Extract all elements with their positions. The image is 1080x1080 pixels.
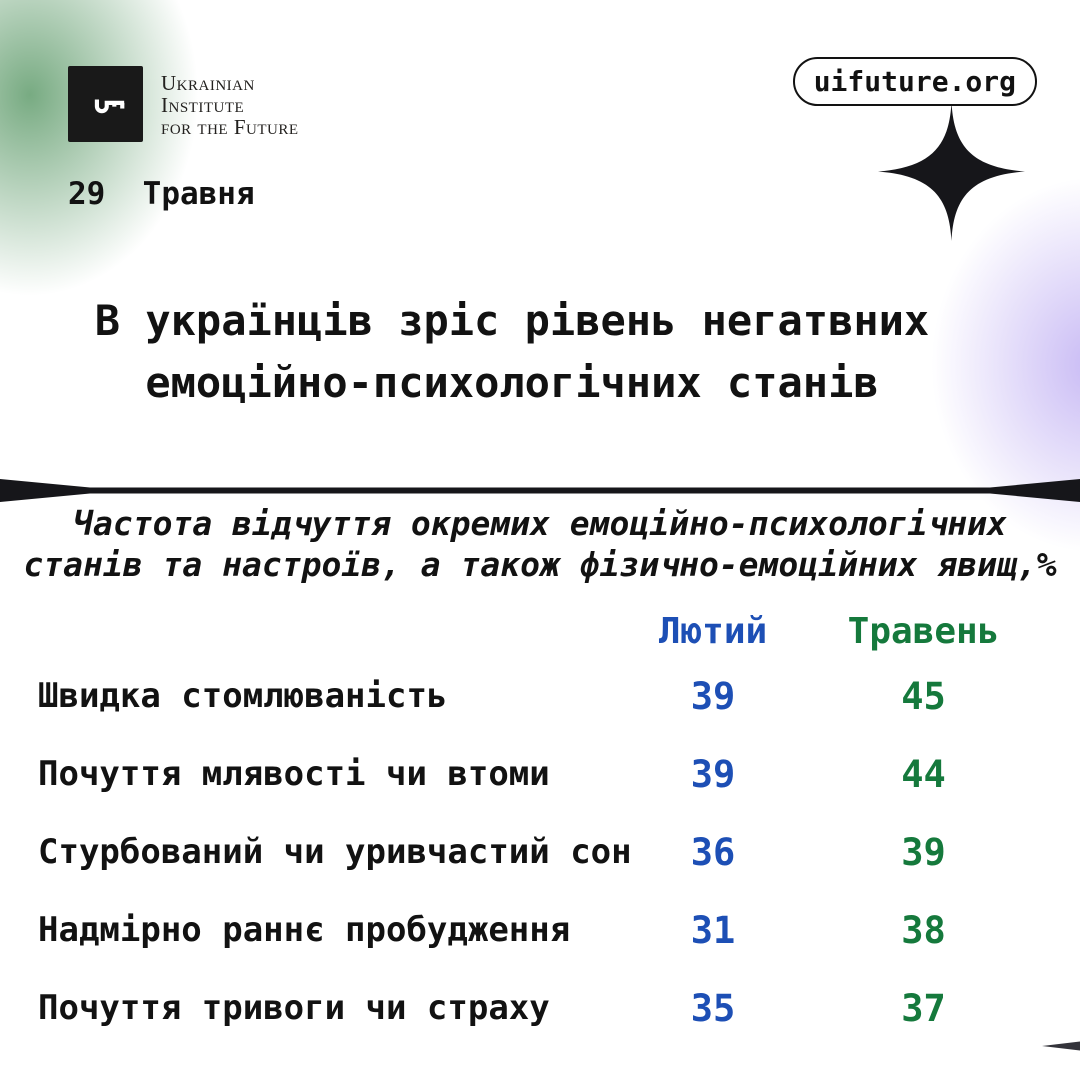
subtitle-line-2: станів та настроїв, а також фізично-емоц… bbox=[23, 545, 1057, 584]
column-header-february: Лютий bbox=[658, 610, 768, 652]
february-value: 31 bbox=[690, 908, 736, 952]
website-badge-label: uifuture.org bbox=[813, 65, 1016, 98]
row-label: Швидка стомлюваність bbox=[38, 676, 448, 716]
uif-logo: Ukrainian Institute for the Future bbox=[68, 66, 299, 142]
key-logo-icon bbox=[68, 66, 143, 142]
may-value: 39 bbox=[901, 830, 946, 874]
date-label: 29 Травня bbox=[68, 176, 255, 212]
website-badge[interactable]: uifuture.org bbox=[792, 57, 1037, 106]
may-value: 38 bbox=[901, 908, 946, 952]
table-row: Стурбований чи уривчастий сон 36 39 bbox=[38, 813, 1044, 891]
page-title: В українців зріс рівень негатвних емоцій… bbox=[0, 290, 1080, 414]
table-row: Почуття тривоги чи страху 35 37 bbox=[38, 969, 1044, 1047]
row-label: Почуття млявості чи втоми bbox=[38, 754, 550, 794]
may-value: 45 bbox=[901, 674, 946, 718]
february-value: 39 bbox=[690, 752, 736, 796]
green-gradient-decoration bbox=[0, 0, 210, 310]
may-value: 44 bbox=[901, 752, 946, 796]
subtitle-line-1: Частота відчуття окремих емоційно-психол… bbox=[73, 504, 1007, 543]
data-table: Лютий Травень Швидка стомлюваність 39 45… bbox=[38, 605, 1044, 1047]
may-value: 37 bbox=[901, 986, 946, 1030]
table-header-row: Лютий Травень bbox=[38, 605, 1044, 657]
row-label: Стурбований чи уривчастий сон bbox=[38, 832, 632, 872]
february-value: 35 bbox=[690, 986, 736, 1030]
february-value: 36 bbox=[690, 830, 736, 874]
logo-line-2: Institute bbox=[161, 93, 245, 117]
table-row: Швидка стомлюваність 39 45 bbox=[38, 657, 1044, 735]
title-line-1: В українців зріс рівень негатвних bbox=[94, 296, 930, 345]
title-line-2: емоційно-психологічних станів bbox=[145, 358, 879, 407]
logo-line-3: for the Future bbox=[161, 115, 299, 139]
table-row: Почуття млявості чи втоми 39 44 bbox=[38, 735, 1044, 813]
chart-subtitle: Частота відчуття окремих емоційно-психол… bbox=[0, 503, 1080, 585]
february-value: 39 bbox=[690, 674, 736, 718]
table-row: Надмірно раннє пробудження 31 38 bbox=[38, 891, 1044, 969]
logo-line-1: Ukrainian bbox=[161, 71, 255, 95]
column-header-may: Травень bbox=[847, 610, 1000, 652]
row-label: Надмірно раннє пробудження bbox=[38, 910, 571, 950]
divider-line bbox=[0, 479, 1080, 502]
row-label: Почуття тривоги чи страху bbox=[38, 988, 550, 1028]
sparkle-tip-icon bbox=[1042, 1041, 1080, 1051]
logo-wordmark: Ukrainian Institute for the Future bbox=[161, 66, 299, 138]
sparkle-star-icon bbox=[878, 102, 1025, 241]
